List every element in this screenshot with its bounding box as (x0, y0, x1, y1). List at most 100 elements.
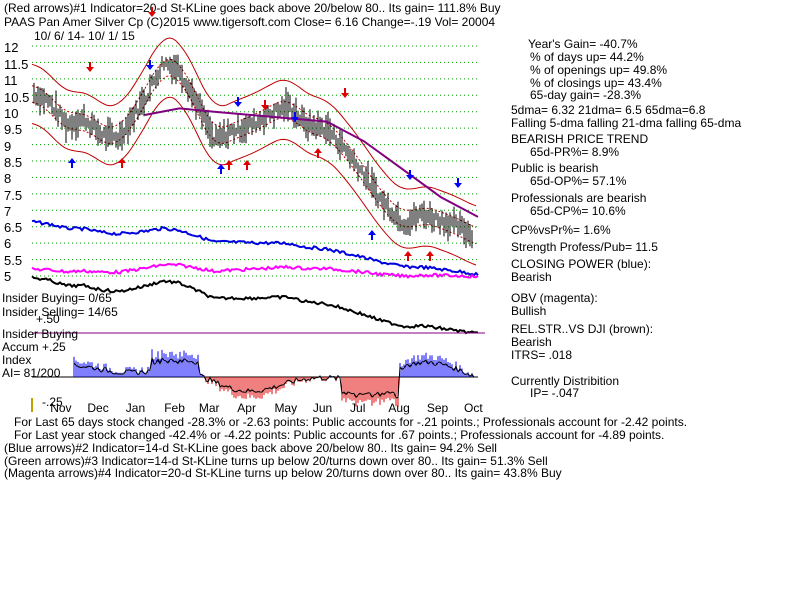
op-65: 65d-OP%= 57.1% (530, 174, 627, 188)
y-tick: 8.5 (4, 155, 23, 170)
x-tick-label: Aug (388, 401, 410, 415)
up-arrow (314, 148, 322, 158)
footer-line-2: For Last year stock changed -42.4% or -4… (14, 428, 665, 442)
x-tick-label: May (274, 401, 298, 415)
cp-vs-pr: CP%vsPr%= 1.6% (511, 223, 611, 237)
minus25-label: -.25 (42, 395, 63, 409)
footer-line-1: For Last 65 days stock changed -28.3% or… (14, 415, 688, 429)
ma65-path (144, 107, 479, 218)
down-arrow (261, 100, 269, 110)
down-arrow (148, 7, 156, 17)
y-tick: 8 (4, 171, 12, 186)
up-arrow (217, 164, 225, 174)
prof-title: Professionals are bearish (511, 191, 647, 205)
footer-line-4: (Green arrows)#3 Indicator=14-d St-KLine… (4, 454, 548, 468)
down-arrow (146, 60, 154, 70)
footer-line-3: (Blue arrows)#2 Indicator=14-d St-KLine … (4, 441, 497, 455)
x-tick-label: Jul (350, 401, 366, 415)
obv-value: Bullish (511, 304, 547, 318)
down-arrow (86, 62, 94, 72)
y-tick: 7 (4, 204, 12, 219)
down-arrow (406, 170, 414, 180)
accum-label: Accum +.25 (2, 340, 66, 354)
obv-line (31, 262, 479, 279)
itrs: ITRS= .018 (511, 348, 573, 362)
up-arrow (68, 158, 76, 168)
date-range: 10/ 6/ 14- 10/ 1/ 15 (34, 29, 135, 43)
y-tick: 12 (4, 40, 19, 55)
indicator-lines (31, 219, 485, 335)
index-label: Index (2, 353, 32, 367)
y-tick: 9.5 (4, 122, 23, 137)
y-tick: 11 (4, 73, 18, 88)
relative-strength-line (31, 275, 479, 335)
y-tick: 10.5 (4, 90, 30, 105)
y-tick: 6.5 (4, 220, 23, 235)
obv-title: OBV (magenta): (511, 291, 598, 305)
pct-days-up: % of days up= 44.2% (530, 50, 644, 64)
insider-buying-label: Insider Buying= 0/65 (2, 291, 112, 305)
band-line (31, 37, 477, 207)
up-arrow (243, 160, 251, 170)
distribution-title: Currently Distribition (511, 374, 620, 388)
ma65-line (144, 107, 479, 218)
down-arrow (234, 97, 242, 107)
relstr-title: REL.STR..VS DJI (brown): (511, 322, 654, 336)
ticker-info: PAAS Pan Amer Silver Cp (C)2015 www.tige… (4, 15, 496, 29)
y-tick: 11.5 (4, 57, 29, 72)
footer-line-5: (Magenta arrows)#4 Indicator=20-d St-KLi… (4, 466, 562, 480)
up-arrow (404, 251, 412, 261)
down-arrow (291, 112, 299, 122)
down-arrow (454, 178, 462, 188)
insider-selling-label: Insider Selling= 14/65 (2, 305, 118, 319)
price-bars (33, 54, 473, 249)
pct-closings-up: % of closings up= 43.4% (530, 76, 662, 90)
y-tick: 6 (4, 236, 12, 251)
down-arrow (341, 88, 349, 98)
x-tick-label: Jan (125, 401, 146, 415)
x-tick-label: Jun (312, 401, 333, 415)
up-arrow (118, 158, 126, 168)
closing-power-title: CLOSING POWER (blue): (511, 257, 652, 271)
x-tick-label: Apr (237, 401, 256, 415)
insider-buying-label-2: Insider Buying (2, 327, 79, 341)
years-gain: Year's Gain= -40.7% (528, 37, 638, 51)
up-arrow (426, 251, 434, 261)
pr-65: 65d-PR%= 8.9% (530, 145, 620, 159)
bands (31, 37, 477, 266)
x-tick-label: Feb (164, 401, 185, 415)
grid (32, 45, 478, 277)
ai-label: AI= 81/200 (2, 366, 61, 380)
dma-trend: Falling 5-dma falling 21-dma falling 65-… (511, 116, 742, 130)
signal-arrows (68, 7, 462, 261)
pct-openings-up: % of openings up= 49.8% (530, 63, 668, 77)
x-tick-label: Oct (464, 401, 483, 415)
up-arrow (368, 230, 376, 240)
dma-values: 5dma= 6.32 21dma= 6.5 65dma=6.8 (511, 103, 706, 117)
x-tick-label: Nov (50, 401, 72, 415)
closing-power-value: Bearish (511, 270, 552, 284)
y-tick: 7.5 (4, 188, 23, 203)
y-tick: 10 (4, 106, 19, 121)
x-tick-label: Mar (198, 401, 220, 415)
x-tick-label: Dec (87, 401, 109, 415)
gain-65: 65-day gain= -28.3% (530, 88, 642, 102)
strength: Strength Profess/Pub= 11.5 (511, 240, 658, 254)
up-arrow (225, 160, 233, 170)
ip-value: IP= -.047 (530, 386, 580, 400)
plus50-label: +.50 (36, 312, 60, 326)
x-tick-label: Sep (426, 401, 449, 415)
band-line (31, 96, 477, 266)
band-line (31, 58, 477, 228)
accum-ma-line (73, 357, 475, 399)
y-tick: 9 (4, 139, 12, 154)
accumulation-histogram (31, 349, 478, 412)
closing-power-line (31, 219, 479, 277)
price-trend-title: BEARISH PRICE TREND (511, 132, 649, 146)
indicator-1-text: (Red arrows)#1 Indicator=20-d St-KLine g… (4, 1, 501, 15)
relstr-value: Bearish (511, 335, 552, 349)
y-tick: 5 (4, 269, 12, 284)
cp-65: 65d-CP%= 10.6% (530, 204, 626, 218)
y-tick: 5.5 (4, 253, 23, 268)
